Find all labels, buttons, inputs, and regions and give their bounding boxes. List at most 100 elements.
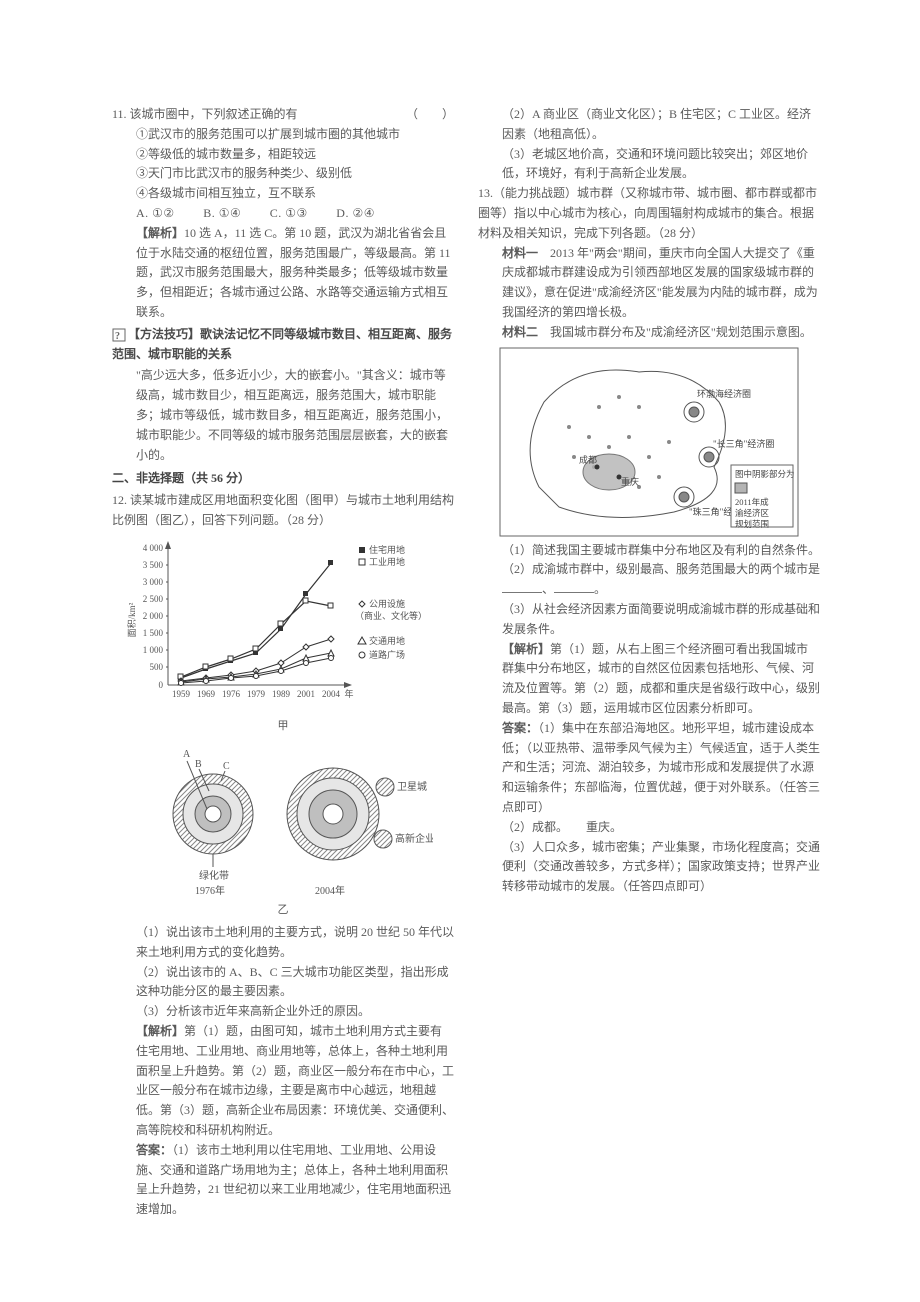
svg-text:0: 0 (159, 680, 164, 690)
q11-optC: C. ①③ (270, 206, 308, 220)
q11-optD: D. ②④ (336, 206, 375, 220)
q13-p2a: （2）成渝城市群中，级别最高、服务范围最大的两个城市是 (502, 562, 820, 576)
q11-s4: ④各级城市间相互独立，互不联系 (112, 184, 454, 204)
q11-s3: ③天门市比武汉市的服务种类少、级别低 (112, 164, 454, 184)
q12-ans2: （2）A 商业区（商业文化区）；B 住宅区；C 工业区。经济因素（地租高低）。 (478, 105, 820, 145)
q12-stem: 12. 读某城市建成区用地面积变化图（图甲）与城市土地利用结构比例图（图乙），回… (112, 491, 454, 531)
q13-p1: （1）简述我国主要城市群集中分布地区及有利的自然条件。 (478, 541, 820, 561)
method-title: ? 【方法技巧】歌诀法记忆不同等级城市数目、相互距离、服务范围、城市职能的关系 (112, 325, 454, 365)
svg-text:C: C (223, 761, 230, 772)
material-1-label: 材料一 (502, 246, 538, 260)
q11-paren: （ ） (406, 105, 454, 125)
svg-text:（商业、文化等）: （商业、文化等） (355, 610, 427, 621)
q11-stem: 11. 该城市圈中，下列叙述正确的有 （ ） (112, 105, 454, 125)
svg-text:1976: 1976 (222, 689, 241, 699)
china-map: 环渤海经济圈 "长三角"经济圈 "珠三角"经济圈 重庆 成都 图中阴影部分为 2… (499, 347, 799, 537)
svg-text:2 500: 2 500 (143, 594, 164, 604)
svg-text:图中阴影部分为: 图中阴影部分为 (735, 469, 795, 479)
svg-text:绿化带: 绿化带 (199, 869, 229, 882)
q13-m2: 材料二 我国城市群分布及"成渝经济区"规划范围示意图。 (478, 323, 820, 343)
svg-text:4 000: 4 000 (143, 543, 164, 553)
fig-jia-caption: 甲 (112, 717, 454, 735)
q13-ans2: （2）成都。 重庆。 (478, 818, 820, 838)
svg-text:2004年: 2004年 (315, 884, 345, 897)
svg-text:高新企业: 高新企业 (395, 832, 433, 845)
q13-p2c: 。 (594, 582, 606, 596)
ring-diagram: A B C 卫星城 高新企业 绿化带 1976年 (133, 739, 433, 899)
q12-analysis-text: 第（1）题，由图可知，城市土地利用方式主要有住宅用地、工业用地、商业用地等，总体… (136, 1024, 454, 1137)
q11-optA: A. ①② (136, 206, 175, 220)
fig-map: 环渤海经济圈 "长三角"经济圈 "珠三角"经济圈 重庆 成都 图中阴影部分为 2… (478, 347, 820, 537)
blank-2 (554, 581, 594, 593)
svg-text:环渤海经济圈: 环渤海经济圈 (697, 388, 751, 399)
blank-1 (502, 581, 542, 593)
q13-p2b: 、 (542, 582, 554, 596)
q12-ans1-text: （1）该市土地利用以住宅用地、工业用地、公用设施、交通和道路广场用地为主；总体上… (136, 1143, 451, 1216)
svg-text:年: 年 (344, 688, 353, 699)
svg-text:B: B (195, 759, 202, 770)
answer-label: 答案： (502, 721, 538, 735)
q13-ans1: 答案：（1）集中在东部沿海地区。地形平坦，城市建设成本低；（以亚热带、温带季风气… (478, 719, 820, 818)
q13-m2-text: 我国城市群分布及"成渝经济区"规划范围示意图。 (538, 325, 812, 339)
svg-text:500: 500 (150, 662, 164, 672)
svg-text:1979: 1979 (247, 689, 266, 699)
svg-text:A: A (183, 749, 191, 760)
fig-yi: A B C 卫星城 高新企业 绿化带 1976年 (112, 739, 454, 919)
answer-label: 答案： (136, 1143, 172, 1157)
q11-stem-text: 11. 该城市圈中，下列叙述正确的有 (112, 107, 298, 121)
svg-text:规划范围: 规划范围 (735, 519, 769, 529)
q12-ans1: 答案：（1）该市土地利用以住宅用地、工业用地、公用设施、交通和道路广场用地为主；… (112, 1141, 454, 1220)
q13-p2: （2）成渝城市群中，级别最高、服务范围最大的两个城市是、 。 (478, 560, 820, 600)
q11-optB: B. ①④ (203, 206, 241, 220)
analysis-label: 【解析】 (136, 1024, 184, 1038)
svg-text:3 500: 3 500 (143, 560, 164, 570)
q13-stem: 13.（能力挑战题）城市群（又称城市带、城市圈、都市群或都市圈等）指以中心城市为… (478, 184, 820, 243)
svg-text:2 000: 2 000 (143, 611, 164, 621)
svg-text:道路广场: 道路广场 (369, 649, 405, 660)
method-body: "高少远大多，低多近小少，大的嵌套小。"其含义：城市等级高，城市数目少，相互距离… (112, 366, 454, 465)
section-2-header: 二、非选择题（共 56 分） (112, 469, 454, 489)
q13-analysis-text: 第（1）题，从右上图三个经济圈可看出我国城市群集中分布地区，城市的自然区位因素包… (502, 642, 820, 715)
q13-m1-text: 2013 年"两会"期间，重庆市向全国人大提交了《重庆成都城市群建设成为引领西部… (502, 246, 818, 319)
q13-ans1-text: （1）集中在东部沿海地区。地形平坦，城市建设成本低；（以亚热带、温带季风气候为主… (502, 721, 820, 814)
q12-p1: （1）说出该市土地利用的主要方式，说明 20 世纪 50 年代以来土地利用方式的… (112, 923, 454, 963)
svg-text:公用设施: 公用设施 (369, 598, 405, 609)
page-body: 11. 该城市圈中，下列叙述正确的有 （ ） ①武汉市的服务范围可以扩展到城市圈… (112, 105, 820, 1235)
svg-text:3 000: 3 000 (143, 577, 164, 587)
q11-analysis: 【解析】10 选 A，11 选 C。第 10 题，武汉为湖北省省会且位于水陆交通… (112, 224, 454, 323)
svg-text:2001: 2001 (297, 689, 315, 699)
q12-analysis: 【解析】第（1）题，由图可知，城市土地利用方式主要有住宅用地、工业用地、商业用地… (112, 1022, 454, 1141)
q12-p3: （3）分析该市近年来高新企业外迁的原因。 (112, 1002, 454, 1022)
svg-text:渝经济区: 渝经济区 (735, 508, 770, 518)
ylabel: 面积/km² (126, 602, 137, 637)
svg-text:成都: 成都 (579, 454, 597, 465)
analysis-label: 【解析】 (136, 226, 184, 240)
svg-text:1989: 1989 (272, 689, 291, 699)
svg-text:1969: 1969 (197, 689, 216, 699)
svg-text:1 000: 1 000 (143, 645, 164, 655)
svg-text:住宅用地: 住宅用地 (369, 544, 405, 555)
material-2-label: 材料二 (502, 325, 538, 339)
svg-text:1 500: 1 500 (143, 628, 164, 638)
q13-analysis: 【解析】第（1）题，从右上图三个经济圈可看出我国城市群集中分布地区，城市的自然区… (478, 640, 820, 719)
svg-text:卫星城: 卫星城 (397, 781, 427, 793)
svg-text:1959: 1959 (172, 689, 191, 699)
fig-yi-caption: 乙 (112, 901, 454, 919)
q11-options: A. ①② B. ①④ C. ①③ D. ②④ (112, 204, 454, 224)
svg-text:重庆: 重庆 (621, 476, 639, 487)
q13-m1: 材料一 2013 年"两会"期间，重庆市向全国人大提交了《重庆成都城市群建设成为… (478, 244, 820, 323)
svg-text:"长三角"经济圈: "长三角"经济圈 (713, 438, 774, 449)
analysis-label: 【解析】 (502, 642, 550, 656)
q11-analysis-text: 10 选 A，11 选 C。第 10 题，武汉为湖北省省会且位于水陆交通的枢纽位… (136, 226, 451, 319)
q11-s2: ②等级低的城市数量多，相距较远 (112, 145, 454, 165)
method-title-text: 【方法技巧】歌诀法记忆不同等级城市数目、相互距离、服务范围、城市职能的关系 (112, 327, 452, 361)
q11-s1: ①武汉市的服务范围可以扩展到城市圈的其他城市 (112, 125, 454, 145)
svg-text:交通用地: 交通用地 (369, 635, 405, 646)
svg-text:工业用地: 工业用地 (369, 556, 405, 567)
tip-icon: ? (112, 328, 126, 342)
svg-text:1976年: 1976年 (195, 884, 225, 897)
chart-line: 0 500 1 000 1 500 2 000 2 500 3 000 3 50… (123, 535, 443, 715)
svg-text:2004: 2004 (322, 689, 341, 699)
q12-p2: （2）说出该市的 A、B、C 三大城市功能区类型，指出形成这种功能分区的最主要因… (112, 963, 454, 1003)
svg-text:2011年成: 2011年成 (735, 497, 769, 507)
